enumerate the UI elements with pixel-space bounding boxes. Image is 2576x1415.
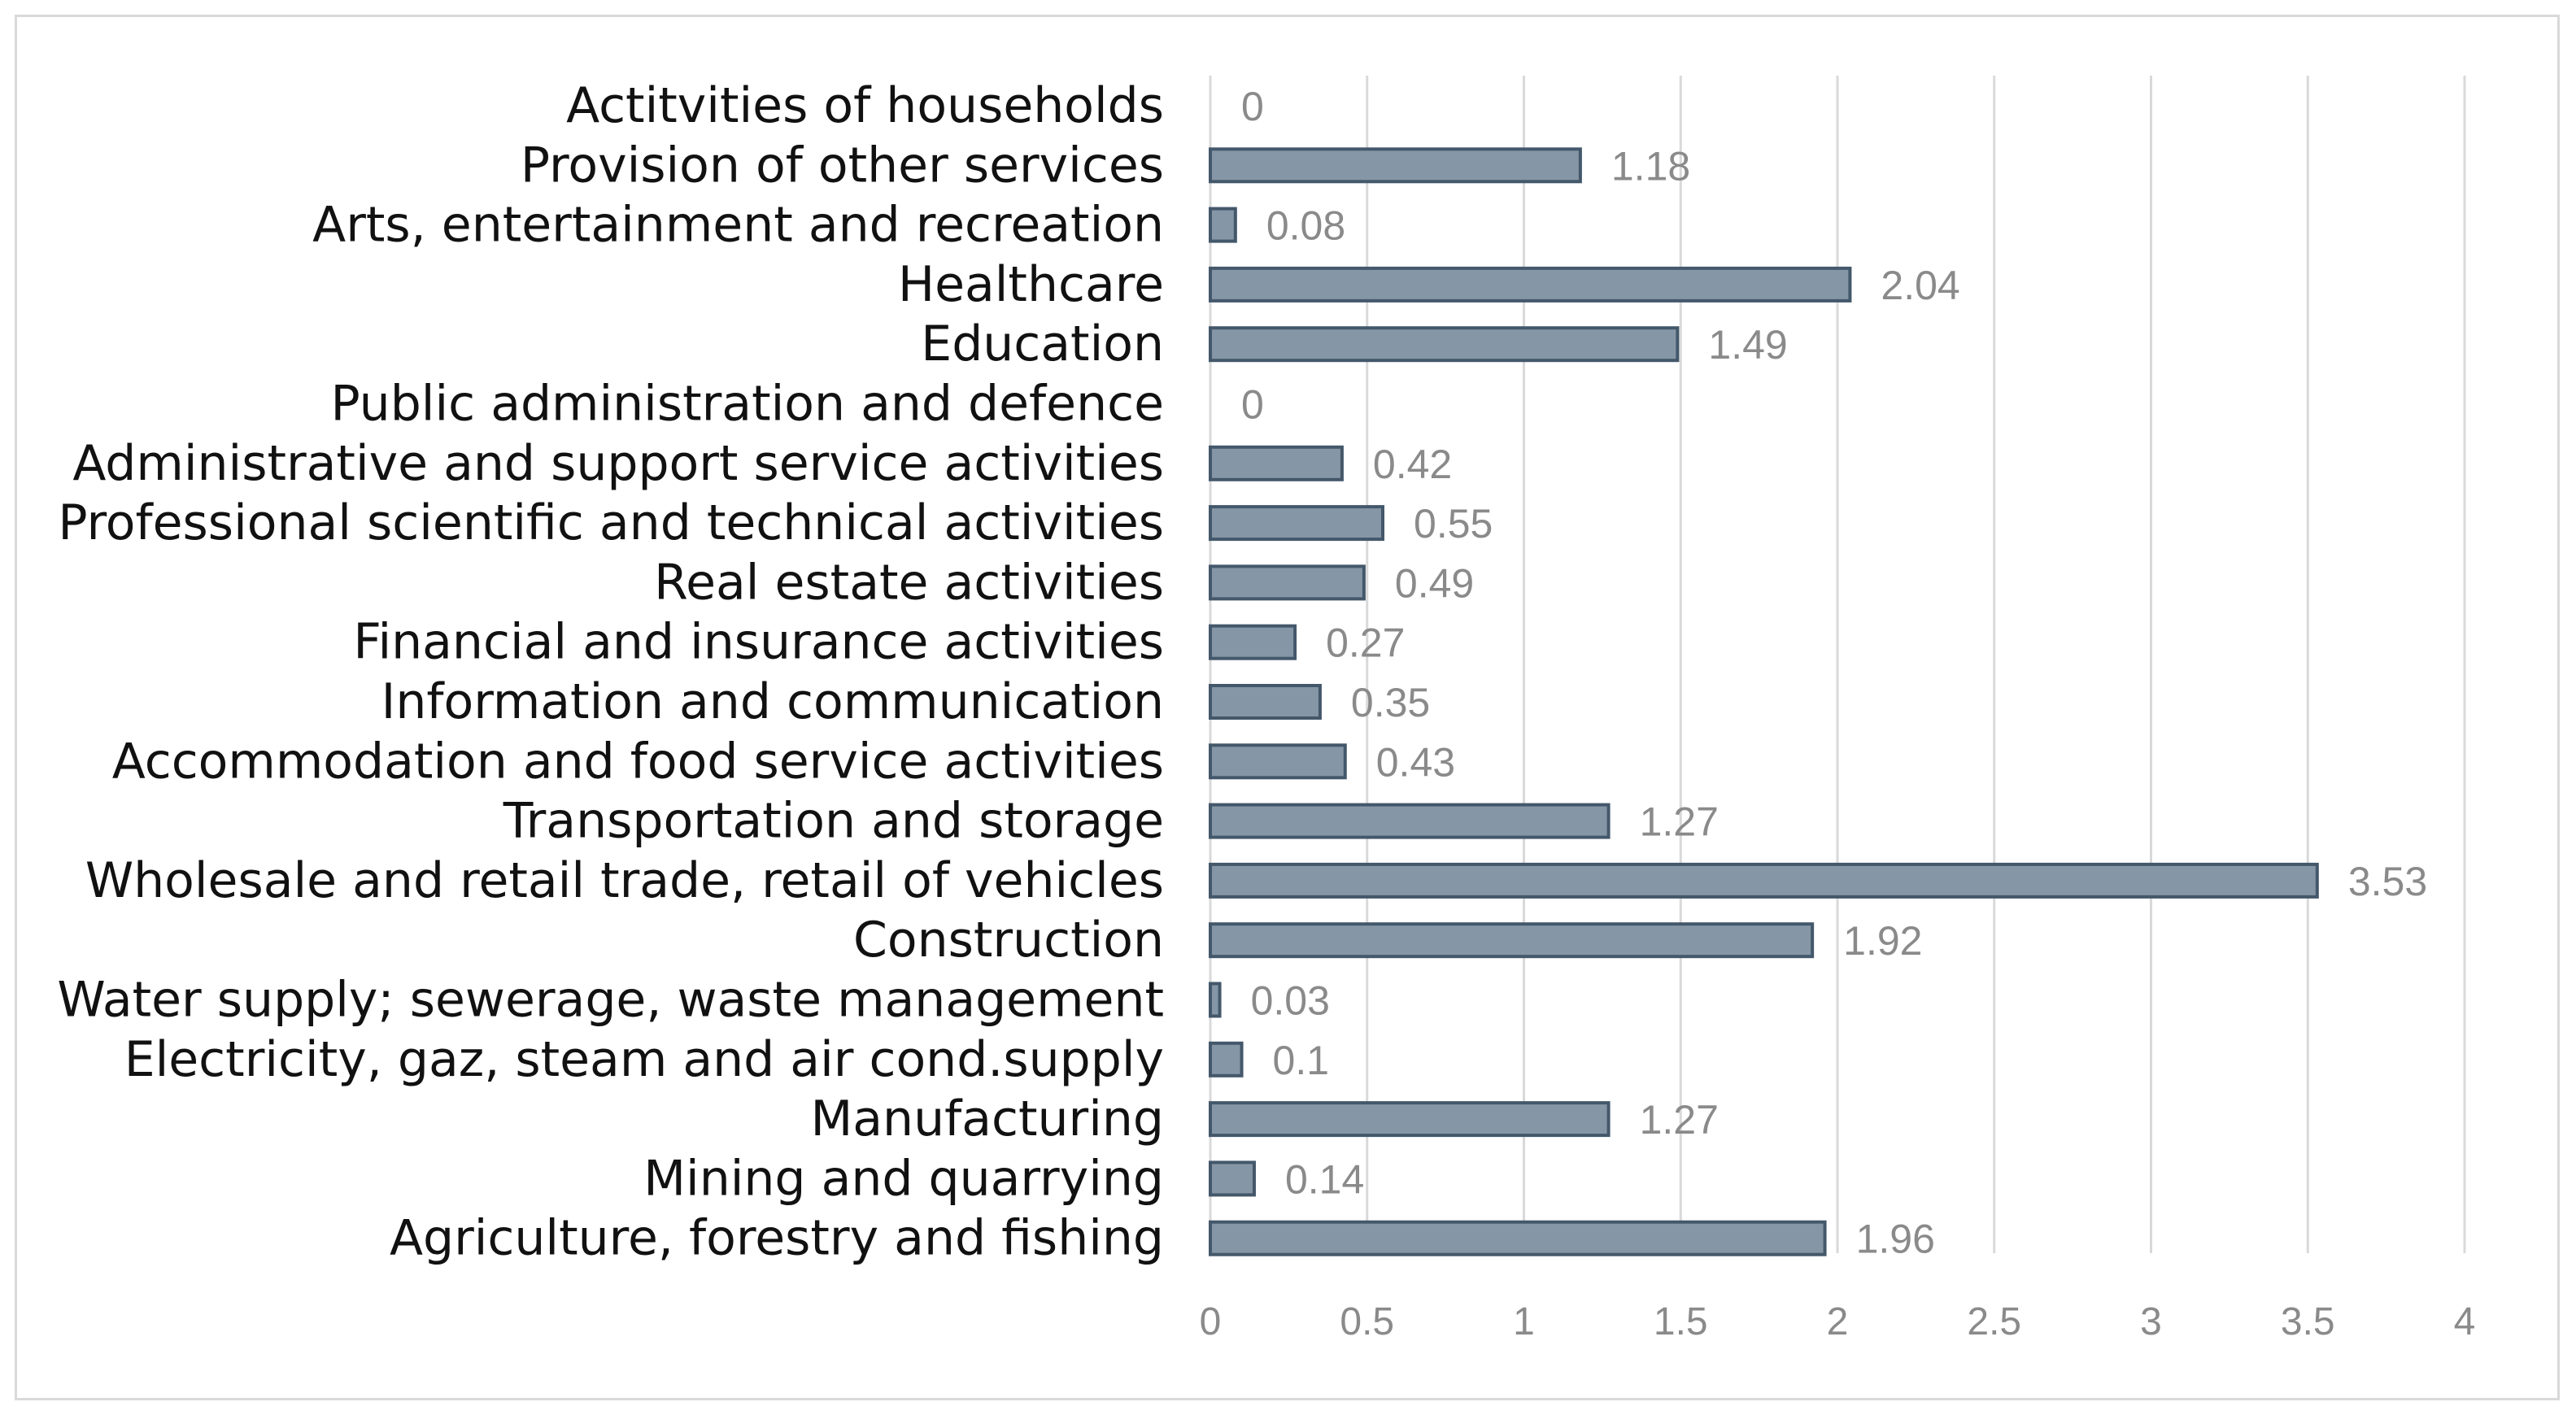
bar: [1210, 268, 1850, 301]
bar: [1210, 686, 1320, 718]
category-label: Actitvities of households: [566, 77, 1164, 134]
data-label: 0.03: [1251, 978, 1330, 1024]
bar: [1210, 984, 1220, 1017]
data-label: 3.53: [2348, 859, 2427, 904]
x-tick-label: 3: [2140, 1300, 2162, 1343]
category-label: Professional scientific and technical ac…: [58, 494, 1164, 551]
bar: [1210, 1162, 1254, 1195]
bar: [1210, 566, 1364, 599]
bar: [1210, 447, 1342, 480]
bar: [1210, 1222, 1825, 1255]
category-label: Provision of other services: [521, 137, 1164, 194]
x-tick-label: 2.5: [1967, 1300, 2021, 1343]
data-label: 0.49: [1395, 560, 1474, 606]
bar: [1210, 1043, 1242, 1076]
chart-frame: Actitvities of households Provision of ot…: [15, 15, 2560, 1400]
data-label: 1.27: [1640, 1097, 1719, 1143]
x-axis-ticks: 0 0.5 1 1.5 2 2.5 3 3.5 4: [1200, 1300, 2476, 1343]
bar: [1210, 209, 1236, 242]
x-tick-label: 4: [2454, 1300, 2476, 1343]
data-label: 1.92: [1843, 918, 1922, 964]
bar: [1210, 924, 1812, 956]
category-label: Construction: [853, 912, 1164, 969]
category-label: Information and communication: [381, 673, 1164, 730]
data-label: 0: [1241, 382, 1264, 428]
data-label: 0.14: [1285, 1156, 1364, 1202]
category-label: Electricity, gaz, steam and air cond.sup…: [124, 1031, 1164, 1088]
category-label: Water supply; sewerage, waste management: [57, 972, 1164, 1029]
x-tick-label: 0: [1200, 1300, 1222, 1343]
bar: [1210, 507, 1383, 539]
x-tick-label: 0.5: [1340, 1300, 1394, 1343]
x-tick-label: 2: [1827, 1300, 1849, 1343]
data-label: 1.49: [1708, 322, 1787, 368]
data-label: 2.04: [1881, 263, 1959, 308]
data-label: 0.55: [1414, 501, 1493, 546]
category-label: Wholesale and retail trade, retail of ve…: [85, 852, 1164, 909]
category-label: Arts, entertainment and recreation: [312, 197, 1164, 254]
data-label: 0.08: [1266, 203, 1345, 249]
category-label: Transportation and storage: [503, 793, 1164, 850]
category-label: Accommodation and food service activitie…: [112, 733, 1164, 790]
data-label: 0.35: [1351, 680, 1430, 725]
bar: [1210, 149, 1580, 181]
bar: [1210, 745, 1345, 777]
category-label: Real estate activities: [654, 554, 1164, 611]
bar: [1210, 864, 2317, 897]
bar: [1210, 1103, 1609, 1135]
category-label: Financial and insurance activities: [353, 614, 1164, 671]
category-label: Agriculture, forestry and fishing: [390, 1210, 1164, 1267]
category-label: Mining and quarrying: [643, 1150, 1164, 1207]
value-labels: 0 1.18 0.08 2.04 1.49 0 0.42 0.55 0.49 0.27 0.35 0.…: [1241, 84, 2427, 1262]
x-tick-label: 1.5: [1654, 1300, 1708, 1343]
category-label: Manufacturing: [811, 1091, 1164, 1147]
data-label: 1.96: [1856, 1217, 1935, 1262]
bar: [1210, 805, 1609, 838]
data-label: 0: [1241, 84, 1264, 129]
x-tick-label: 3.5: [2281, 1300, 2335, 1343]
data-label: 0.27: [1326, 620, 1405, 666]
data-label: 1.27: [1640, 799, 1719, 845]
data-label: 0.1: [1273, 1038, 1330, 1083]
bar: [1210, 328, 1677, 360]
category-label: Education: [921, 316, 1164, 372]
x-tick-label: 1: [1513, 1300, 1535, 1343]
data-label: 1.18: [1611, 143, 1690, 189]
bar: [1210, 626, 1295, 659]
category-label: Healthcare: [898, 256, 1164, 313]
category-label: Administrative and support service activ…: [72, 435, 1164, 492]
data-label: 0.43: [1376, 739, 1455, 785]
category-label: Public administration and defence: [331, 376, 1164, 433]
data-label: 0.42: [1373, 442, 1452, 487]
